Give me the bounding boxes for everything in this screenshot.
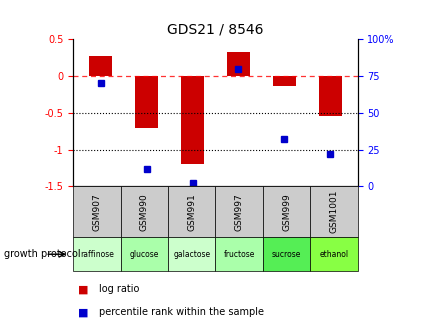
Text: ■: ■	[77, 307, 88, 318]
Text: galactose: galactose	[173, 250, 210, 259]
Text: sucrose: sucrose	[271, 250, 301, 259]
Bar	[89, 56, 112, 76]
Bar	[227, 52, 249, 76]
Text: log ratio: log ratio	[99, 284, 139, 295]
Text: GSM990: GSM990	[140, 193, 148, 231]
Text: raffinose: raffinose	[80, 250, 114, 259]
Text: GSM997: GSM997	[234, 193, 243, 231]
Text: glucose: glucose	[129, 250, 159, 259]
Bar	[272, 76, 295, 86]
Text: growth protocol: growth protocol	[4, 249, 81, 259]
Text: GSM907: GSM907	[92, 193, 101, 231]
Title: GDS21 / 8546: GDS21 / 8546	[167, 23, 263, 37]
Text: GSM1001: GSM1001	[329, 190, 338, 233]
Bar	[181, 76, 203, 164]
Text: GSM991: GSM991	[187, 193, 196, 231]
Text: fructose: fructose	[223, 250, 254, 259]
Text: percentile rank within the sample: percentile rank within the sample	[99, 307, 264, 318]
Bar	[135, 76, 158, 128]
Bar	[318, 76, 341, 116]
Text: GSM999: GSM999	[282, 193, 290, 231]
Text: ethanol: ethanol	[319, 250, 348, 259]
Text: ■: ■	[77, 284, 88, 295]
